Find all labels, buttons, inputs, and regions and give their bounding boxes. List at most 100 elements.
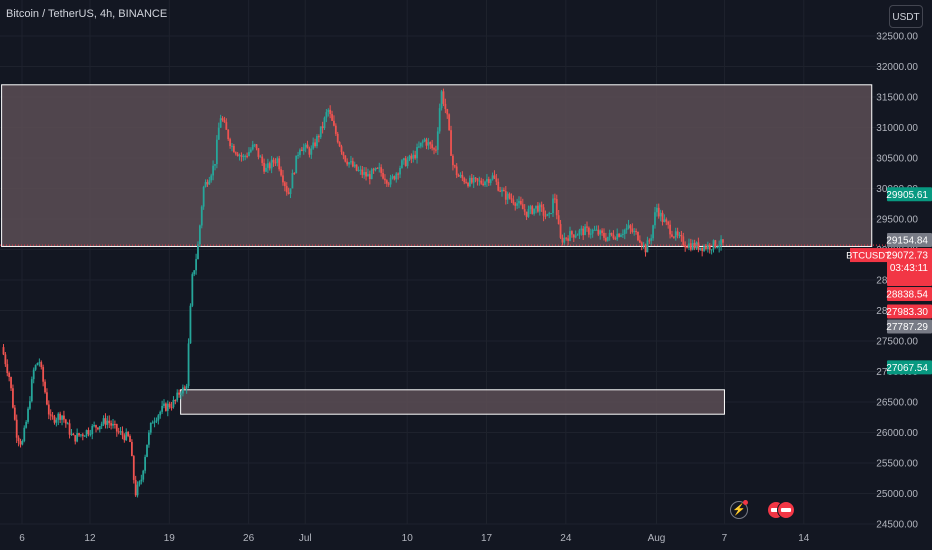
candle-body [240, 155, 243, 157]
candle-body [638, 240, 641, 243]
candle-body [693, 242, 696, 249]
candle-body [200, 206, 203, 226]
candle-body [521, 204, 524, 210]
candle-body [219, 118, 222, 128]
candle-body [574, 235, 577, 238]
candle-body [444, 103, 447, 110]
candle-body [474, 177, 477, 179]
candle-body [457, 175, 460, 177]
candle-body [359, 169, 362, 171]
candle-body [174, 399, 177, 401]
candle-body [412, 154, 415, 159]
candle-body [446, 109, 449, 115]
candle-body [684, 245, 687, 248]
candle-body [108, 420, 111, 424]
candle-body [249, 149, 252, 152]
candle-body [191, 274, 194, 306]
candle-body [265, 167, 267, 172]
candle-body [676, 231, 679, 236]
candle-body [506, 193, 509, 200]
candle-body [106, 420, 109, 425]
price-label-value: 27983.30 [886, 307, 928, 318]
candle-body [287, 192, 290, 194]
time-axis[interactable]: 6 12 19 26 Jul 10 17 24 Aug 7 14 [19, 533, 810, 544]
candle-body [576, 234, 579, 236]
candle-body [672, 236, 675, 238]
candle-body [161, 405, 164, 412]
candle-body [227, 129, 230, 140]
symbol-title: Bitcoin / TetherUS, 4h, BINANCE [6, 8, 168, 20]
candle-body [125, 431, 128, 441]
candle-body [597, 229, 600, 235]
candle-body [215, 139, 218, 165]
candle-body [578, 230, 581, 235]
countdown-label: 03:43:11 [890, 263, 929, 274]
candle-body [601, 230, 603, 233]
candle-body [616, 233, 619, 240]
candle-body [316, 135, 318, 147]
candle-body [570, 231, 573, 235]
candle-body [621, 234, 624, 236]
symbol-label: BTCUSDT [846, 251, 891, 262]
candle-body [644, 244, 647, 253]
candle-body [461, 174, 464, 179]
candle-body [567, 238, 570, 241]
candle-body [436, 131, 439, 150]
candle-body [121, 431, 124, 436]
candle-body [193, 270, 196, 275]
candle-body [19, 441, 22, 445]
candle-body [64, 419, 67, 424]
candle-body [285, 186, 288, 193]
candle-body [155, 420, 158, 422]
candle-body [42, 367, 45, 382]
candle-body [706, 244, 709, 249]
candle-body [353, 164, 356, 167]
candle-body [599, 230, 602, 235]
y-tick-label: 26500.00 [876, 398, 918, 409]
candle-body [480, 180, 483, 184]
candle-body [131, 441, 133, 457]
candle-body [555, 199, 558, 216]
candle-body [317, 135, 320, 138]
candle-body [536, 205, 539, 212]
candle-body [102, 418, 105, 424]
currency-unit-button[interactable]: USDT [889, 5, 923, 28]
candle-body [170, 407, 173, 409]
candle-body [293, 173, 296, 175]
candle-body [667, 221, 670, 225]
candle-body [440, 91, 443, 109]
candle-body [291, 173, 294, 189]
candle-body [299, 149, 301, 155]
candle-body [49, 414, 52, 416]
candle-body [722, 239, 724, 243]
candle-body [648, 240, 651, 242]
candle-body [552, 198, 554, 214]
candle-body [580, 228, 583, 231]
candle-body [357, 170, 360, 172]
candle-body [346, 161, 349, 165]
candle-body [83, 435, 86, 437]
candle-body [355, 164, 358, 171]
events-flag-icon[interactable] [767, 501, 795, 519]
candle-body [387, 183, 390, 185]
candle-body [197, 244, 199, 260]
candle-body [319, 126, 322, 138]
candle-body [414, 154, 417, 159]
candle-body [300, 149, 303, 151]
price-label-box [887, 319, 932, 334]
lightning-icon[interactable]: ⚡ [730, 500, 748, 519]
candle-body [70, 433, 73, 435]
candle-body [642, 244, 645, 246]
candle-body [66, 423, 69, 425]
candle-body [34, 365, 37, 370]
candle-body [342, 152, 345, 156]
candle-body [450, 130, 452, 156]
candle-body [416, 147, 418, 159]
candle-body [604, 237, 607, 241]
candle-body [221, 118, 224, 121]
candle-body [263, 162, 265, 172]
candle-body [181, 387, 184, 394]
candle-body [32, 369, 35, 380]
candle-body [550, 213, 553, 215]
